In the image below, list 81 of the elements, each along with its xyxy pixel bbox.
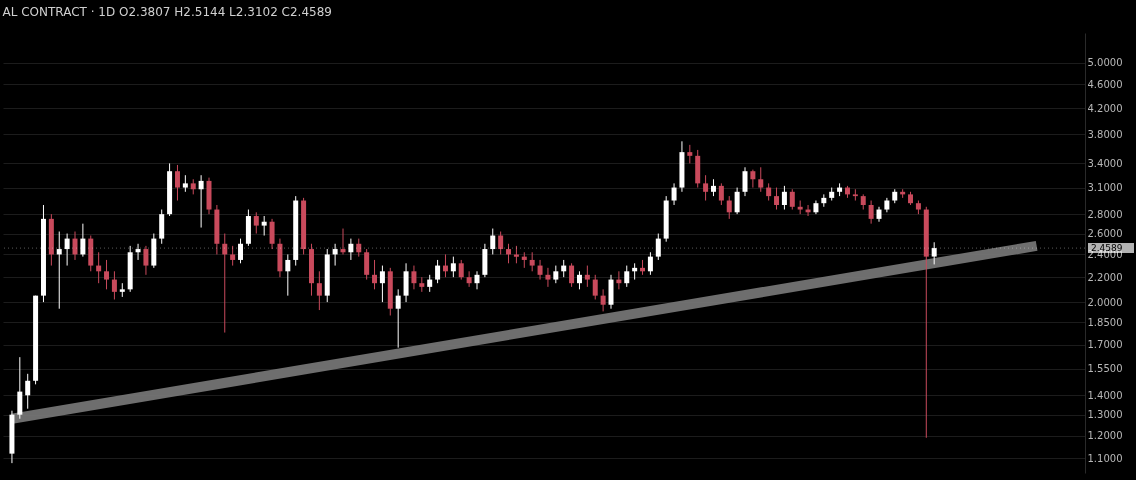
candlestick [506, 243, 512, 264]
candlestick [718, 182, 724, 206]
chart-title: AL CONTRACT · 1D O2.3807 H2.5144 L2.3102 C2.4589 [2, 5, 332, 19]
y-tick-label: 3.4000 [1087, 157, 1123, 169]
y-tick-label: 4.6000 [1087, 78, 1123, 90]
candlestick [498, 231, 504, 255]
candlestick [781, 185, 787, 211]
candlestick [332, 243, 338, 267]
candlestick [576, 270, 582, 290]
candlestick [592, 274, 598, 300]
candlestick [230, 245, 236, 267]
candlestick [56, 231, 62, 310]
candlestick [931, 241, 937, 265]
candlestick [726, 195, 732, 220]
candlestick [17, 356, 23, 420]
candlestick [269, 218, 275, 250]
candlestick [104, 259, 110, 290]
candlestick [64, 233, 70, 267]
candlestick [789, 188, 795, 211]
y-tick-label: 1.7000 [1087, 339, 1123, 351]
candlestick [395, 288, 401, 349]
candlestick [356, 238, 362, 258]
candlestick [450, 256, 456, 278]
candlestick [253, 211, 259, 235]
y-tick-label: 3.1000 [1087, 182, 1123, 194]
y-tick-label: 1.2000 [1087, 430, 1123, 442]
y-tick-label: 3.8000 [1087, 128, 1123, 140]
candlestick [340, 228, 346, 255]
y-tick-label: 1.4000 [1087, 389, 1123, 401]
candlestick [111, 270, 117, 300]
y-tick-label: 5.0000 [1087, 57, 1123, 69]
candlestick [261, 215, 267, 237]
candlestick [647, 251, 653, 276]
candlestick [222, 233, 228, 334]
candlestick [868, 200, 874, 225]
candlestick [143, 245, 149, 276]
candlestick [80, 223, 86, 258]
candlestick [774, 187, 780, 211]
candlestick [364, 248, 370, 281]
candlestick [624, 265, 630, 288]
y-tick-label: 2.2000 [1087, 271, 1123, 283]
candlestick [348, 238, 354, 261]
candlestick [537, 259, 543, 281]
candlestick [655, 233, 661, 261]
y-tick-label: 1.1000 [1087, 452, 1123, 464]
candlestick [529, 251, 535, 272]
candlestick [135, 243, 141, 261]
candlestick [671, 182, 677, 206]
candlestick [742, 166, 748, 197]
y-tick-label: 1.3000 [1087, 409, 1123, 421]
candlestick [285, 253, 291, 297]
candlestick [316, 270, 322, 311]
candlestick [198, 174, 204, 229]
y-tick-label: 4.2000 [1087, 102, 1123, 114]
candlestick [25, 373, 31, 410]
candlestick [687, 144, 693, 164]
candlestick [174, 164, 180, 202]
candlestick [458, 259, 464, 281]
candlestick [584, 265, 590, 288]
candlestick [379, 265, 385, 303]
candlestick [411, 265, 417, 290]
candlestick [600, 288, 606, 312]
candlestick [569, 262, 575, 288]
candlestick [545, 267, 551, 288]
candlestick [238, 238, 244, 264]
candlestick [490, 228, 496, 255]
candlestick [758, 166, 764, 193]
candlestick [72, 231, 78, 261]
candlestick [703, 174, 709, 202]
y-tick-label: 1.8500 [1087, 316, 1123, 328]
candlestick [466, 270, 472, 288]
candlestick [734, 187, 740, 215]
y-tick-label: 1.5500 [1087, 363, 1123, 375]
y-tick-label: 2.6000 [1087, 228, 1123, 240]
candlestick [372, 259, 378, 290]
candlestick [750, 169, 756, 189]
candlestick [435, 259, 441, 284]
y-tick-label: 2.0000 [1087, 296, 1123, 308]
candlestick [852, 188, 858, 202]
candlestick [474, 270, 480, 290]
y-tick-label: 2.8000 [1087, 208, 1123, 220]
